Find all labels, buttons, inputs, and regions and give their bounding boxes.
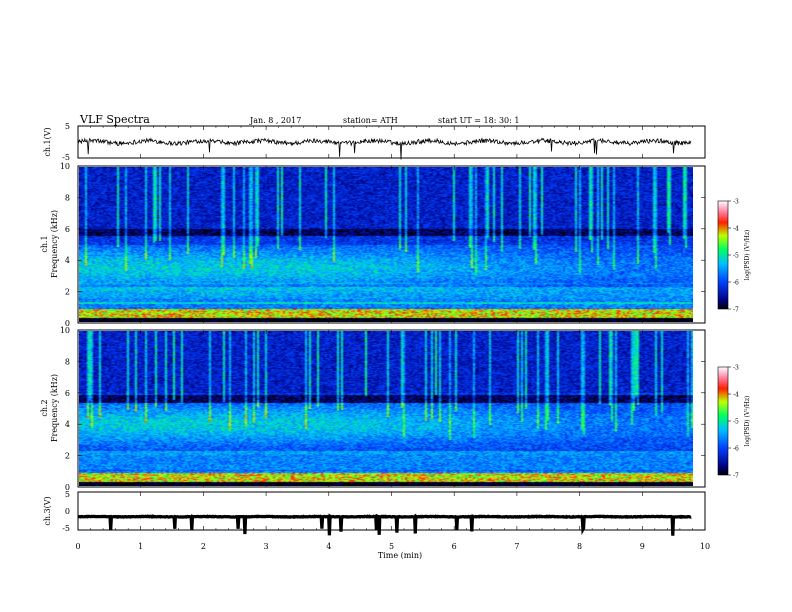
ch2-colorbar: -3 -4 -5 -6 -7 log(PSD) (V²/Hz) — [717, 365, 751, 480]
ch3-waveform-ylabel: ch.3(V) — [43, 496, 52, 525]
x-tick-label: 4 — [326, 542, 331, 551]
y-tick-label: 10 — [60, 326, 70, 335]
ch1-colorbar-label: log(PSD) (V²/Hz) — [744, 230, 751, 281]
y-tick-label: 4 — [65, 256, 70, 265]
ch1-colorbar-bar — [717, 200, 729, 310]
ch2-spectrogram-image — [79, 331, 693, 486]
y-tick-label: 10 — [60, 162, 70, 171]
ch2-colorbar-ticks: -3 -4 -5 -6 -7 — [728, 365, 739, 480]
ch2-spectrogram-ylabel-line1: ch.2 — [40, 399, 49, 416]
colorbar-tick-label: -3 — [733, 365, 739, 372]
date-label: Jan. 8 , 2017 — [249, 116, 301, 125]
x-tick-label: 1 — [138, 542, 143, 551]
x-tick-label: 5 — [389, 542, 394, 551]
colorbar-tick-label: -5 — [733, 419, 739, 426]
y-tick-label: 2 — [65, 288, 70, 297]
y-tick-label: 6 — [65, 225, 70, 234]
ch3-waveform-line — [77, 513, 692, 536]
ch1-spectrogram-ylabel-line1: ch.1 — [40, 235, 49, 252]
ch3-ytick-bottom: -5 — [62, 524, 70, 533]
colorbar-tick-label: -7 — [733, 307, 739, 314]
ch3-waveform-panel: 5 0 -5 ch.3(V) — [43, 490, 706, 536]
ch3-ytick-top: 5 — [65, 490, 70, 499]
ch1-spectrogram-ylabel-line2: Frequency (kHz) — [50, 210, 59, 278]
x-tick-label: 9 — [640, 542, 645, 551]
x-tick-label: 3 — [264, 542, 269, 551]
y-tick-label: 4 — [65, 420, 70, 429]
ch2-spectrogram-yticks: 0 2 4 6 8 10 — [60, 326, 705, 492]
ch1-waveform-line — [77, 137, 692, 160]
colorbar-tick-label: -3 — [733, 199, 739, 206]
x-tick-label: 8 — [577, 542, 582, 551]
y-tick-label: 0 — [65, 483, 70, 492]
ch2-spectrogram-panel: 0 2 4 6 8 10 ch.2 Frequency (kHz) — [40, 326, 706, 492]
ch2-colorbar-label: log(PSD) (V²/Hz) — [744, 396, 751, 447]
colorbar-tick-label: -5 — [733, 253, 739, 260]
start-ut-label: start UT = 18: 30: 1 — [438, 116, 519, 125]
y-tick-label: 8 — [65, 357, 70, 366]
colorbar-tick-label: -6 — [733, 446, 739, 453]
x-tick-label: 2 — [201, 542, 206, 551]
time-axis: 0 1 2 3 4 5 6 7 8 9 10 — [75, 126, 710, 551]
colorbar-tick-label: -7 — [733, 473, 739, 480]
figure-title: VLF Spectra — [79, 113, 150, 126]
x-tick-label: 6 — [452, 542, 457, 551]
ch1-colorbar: -3 -4 -5 -6 -7 log(PSD) (V²/Hz) — [717, 199, 751, 314]
ch2-colorbar-bar — [717, 366, 729, 476]
ch1-spectrogram-image — [79, 167, 693, 322]
ch3-waveform-frame — [77, 491, 706, 531]
ch1-spectrogram-panel: 0 2 4 6 8 10 ch.1 Frequency (kHz) — [40, 162, 706, 328]
ch2-spectrogram-ylabel-line2: Frequency (kHz) — [50, 374, 59, 442]
x-tick-label: 7 — [514, 542, 519, 551]
colorbar-tick-label: -4 — [733, 226, 739, 233]
ch1-spectrogram-yticks: 0 2 4 6 8 10 — [60, 162, 705, 328]
ch3-ytick-mid: 0 — [65, 507, 70, 516]
ch1-ytick-top: 5 — [65, 122, 70, 131]
x-tick-label: 0 — [75, 542, 80, 551]
time-axis-label: Time (min) — [378, 551, 422, 560]
station-label: station= ATH — [343, 116, 398, 125]
ch1-waveform-ylabel: ch.1(V) — [43, 127, 52, 156]
ch1-colorbar-ticks: -3 -4 -5 -6 -7 — [728, 199, 739, 314]
colorbar-tick-label: -6 — [733, 280, 739, 287]
ch1-waveform-panel: 5 -5 ch.1(V) — [43, 122, 706, 162]
x-tick-label: 10 — [700, 542, 710, 551]
colorbar-tick-label: -4 — [733, 392, 739, 399]
ch1-ytick-bottom: -5 — [62, 153, 70, 162]
y-tick-label: 2 — [65, 452, 70, 461]
y-tick-label: 6 — [65, 389, 70, 398]
y-tick-label: 8 — [65, 193, 70, 202]
y-tick-label: 0 — [65, 319, 70, 328]
